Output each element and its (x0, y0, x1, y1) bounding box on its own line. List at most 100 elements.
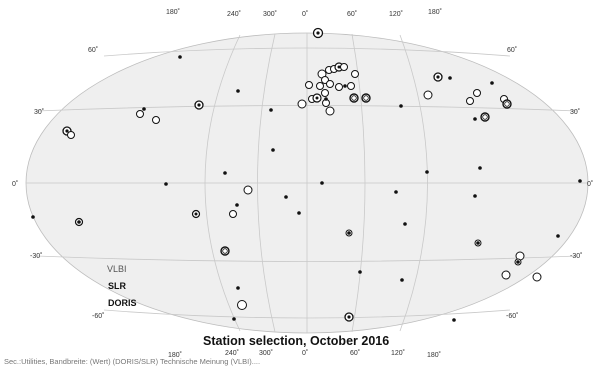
double-ring-station (74, 217, 84, 227)
right-lat-label: 30˚ (570, 108, 580, 116)
ring-station (325, 106, 335, 116)
doris-station (473, 117, 477, 121)
legend-doris-label: DORIS (108, 298, 137, 308)
bottom-longitude-labels: 180˚ 240˚ 300˚ 0˚ 60˚ 120˚ 180˚ (168, 349, 441, 359)
doris-station (271, 148, 275, 152)
meridian-120 (399, 34, 428, 332)
doris-station (31, 215, 35, 219)
doris-station (236, 89, 240, 93)
meridian-300 (257, 33, 276, 333)
bottom-lon-label: 120˚ (391, 349, 405, 357)
ring-station (501, 270, 511, 280)
doris-station (236, 286, 240, 290)
double-ring-station (191, 209, 201, 219)
ring-station (466, 97, 474, 105)
bottom-lon-label: 0˚ (302, 349, 308, 357)
ring-station (237, 300, 247, 310)
double-ring-station (312, 93, 322, 103)
double-ring-station (349, 93, 359, 103)
doris-station (452, 318, 456, 322)
ring-station (152, 116, 160, 124)
ring-station (335, 83, 343, 91)
doris-station (448, 76, 452, 80)
left-lat-label: 60˚ (88, 46, 98, 54)
doris-station (478, 166, 482, 170)
bottom-lon-label: 60˚ (350, 349, 360, 357)
ring-station (532, 272, 542, 282)
bottom-lon-label: 180˚ (168, 351, 182, 359)
double-ring-station (220, 246, 230, 256)
ring-station (229, 210, 237, 218)
left-lat-label: -30˚ (30, 252, 42, 260)
doris-station (343, 84, 347, 88)
top-lon-label: 180˚ (428, 8, 442, 16)
doris-station (473, 194, 477, 198)
ring-station (347, 82, 355, 90)
top-lon-label: 300˚ (263, 10, 277, 18)
left-lat-label: 30˚ (34, 108, 44, 116)
doris-station (324, 97, 328, 101)
doris-station (490, 81, 494, 85)
doris-station (320, 181, 324, 185)
double-ring-station (361, 93, 371, 103)
ring-station (67, 131, 75, 139)
right-lat-label: 0˚ (587, 180, 593, 188)
ring-station (326, 80, 334, 88)
station-markers (31, 27, 582, 322)
doris-station (142, 107, 146, 111)
double-ring-station (345, 229, 353, 237)
legend-slr-label: SLR (108, 281, 127, 291)
left-lat-label: -60˚ (92, 312, 104, 320)
bottom-lon-label: 180˚ (427, 351, 441, 359)
right-latitude-labels: 60˚ 30˚ 0˚ -30˚ -60˚ (506, 46, 593, 320)
double-ring-station (474, 239, 482, 247)
technique-legend: VLBI SLR DORIS (107, 264, 137, 308)
right-lat-label: -30˚ (570, 252, 582, 260)
left-latitude-labels: 60˚ 30˚ 0˚ -30˚ -60˚ (12, 46, 104, 320)
map-title: Station selection, October 2016 (203, 334, 389, 348)
double-ring-station (480, 112, 490, 122)
doris-station (269, 108, 273, 112)
top-lon-label: 0˚ (302, 10, 308, 18)
doris-station (358, 270, 362, 274)
doris-station (425, 170, 429, 174)
doris-station (400, 278, 404, 282)
bottom-lon-label: 300˚ (259, 349, 273, 357)
double-ring-station (433, 72, 443, 82)
footer-caption: Sec.:Utilities, Bandbreite: (Wert) (DORI… (4, 357, 260, 366)
double-ring-station (344, 312, 354, 322)
doris-station (403, 222, 407, 226)
bottom-lon-label: 240˚ (225, 349, 239, 357)
ring-station (316, 82, 324, 90)
ring-station (321, 89, 329, 97)
doris-station (284, 195, 288, 199)
double-ring-station (502, 99, 512, 109)
ring-station (351, 70, 359, 78)
ring-station (473, 89, 481, 97)
ring-station (423, 90, 433, 100)
ring-station (340, 63, 348, 71)
double-ring-station (312, 27, 324, 39)
legend-vlbi-label: VLBI (107, 264, 127, 274)
doris-station (178, 55, 182, 59)
top-longitude-labels: 180˚ 240˚ 300˚ 0˚ 60˚ 120˚ 180˚ (166, 8, 442, 18)
doris-station (556, 234, 560, 238)
doris-station (223, 171, 227, 175)
doris-station (399, 104, 403, 108)
right-lat-label: -60˚ (506, 312, 518, 320)
doris-station (578, 179, 582, 183)
double-ring-station (514, 258, 522, 266)
doris-station (164, 182, 168, 186)
right-lat-label: 60˚ (507, 46, 517, 54)
top-lon-label: 180˚ (166, 8, 180, 16)
left-lat-label: 0˚ (12, 180, 18, 188)
ring-station (243, 185, 253, 195)
ring-station (305, 81, 313, 89)
doris-station (235, 203, 239, 207)
meridian-240 (204, 34, 241, 332)
ring-station (136, 110, 144, 118)
doris-station (232, 317, 236, 321)
top-lon-label: 240˚ (227, 10, 241, 18)
doris-station (394, 190, 398, 194)
